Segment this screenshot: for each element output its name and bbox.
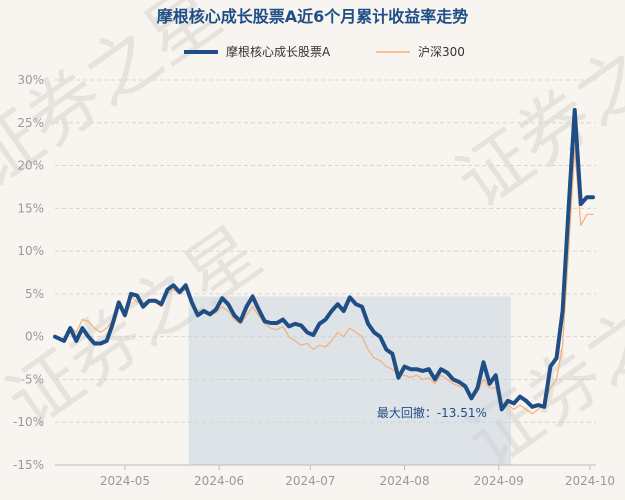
y-tick-label: 20% (17, 159, 44, 173)
watermark-text-1: 证券之星 (0, 0, 236, 204)
max-drawdown-label: 最大回撤：-13.51% (377, 405, 487, 420)
x-tick-label: 2024-10 (565, 474, 615, 488)
y-axis: 30% 25% 20% 15% 10% 5% 0% -5% -10% -15% (13, 73, 44, 472)
x-tick-label: 2024-05 (100, 474, 150, 488)
y-tick-label: 10% (17, 244, 44, 258)
x-tick-label: 2024-09 (474, 474, 524, 488)
legend-label-index: 沪深300 (418, 45, 465, 59)
x-tick-label: 2024-08 (379, 474, 429, 488)
y-tick-label: -10% (13, 415, 44, 429)
y-tick-label: -15% (13, 458, 44, 472)
series-lines (53, 107, 595, 415)
y-tick-label: 15% (17, 201, 44, 215)
series-line-fund (53, 107, 595, 412)
y-tick-label: 30% (17, 73, 44, 87)
y-tick-label: 0% (25, 330, 44, 344)
legend-label-fund: 摩根核心成长股票A (226, 44, 331, 59)
x-axis: 2024-05 2024-06 2024-07 2024-08 2024-09 2024-… (55, 464, 615, 488)
x-tick-label: 2024-06 (194, 474, 244, 488)
legend: 摩根核心成长股票A 沪深300 (184, 44, 465, 59)
chart-title: 摩根核心成长股票A近6个月累计收益率走势 (157, 7, 469, 26)
watermark-text-3: 证券之星 (442, 0, 625, 224)
y-tick-label: 25% (17, 116, 44, 130)
y-tick-label: -5% (21, 372, 44, 386)
x-tick-label: 2024-07 (285, 474, 335, 488)
y-tick-label: 5% (25, 287, 44, 301)
